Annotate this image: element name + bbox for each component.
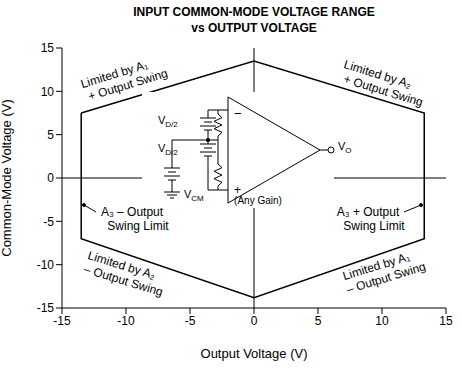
svg-text:0: 0 [251, 314, 258, 328]
svg-text:10: 10 [41, 85, 55, 99]
svg-text:-5: -5 [43, 215, 54, 229]
svg-text:15: 15 [41, 41, 55, 55]
svg-text:Limited by A₂: Limited by A₂ [342, 57, 413, 91]
svg-text:Swing Limit: Swing Limit [343, 219, 405, 233]
svg-text:Limited by A₁: Limited by A₁ [341, 249, 411, 283]
svg-text:10: 10 [375, 314, 389, 328]
svg-text:– Output Swing: – Output Swing [345, 259, 428, 296]
svg-text:Limited by A₂: Limited by A₂ [86, 248, 157, 282]
svg-text:Output Voltage (V): Output Voltage (V) [201, 346, 308, 361]
svg-text:-15: -15 [37, 301, 55, 315]
svg-text:VD/2: VD/2 [158, 114, 178, 129]
svg-text:0: 0 [47, 171, 54, 185]
svg-text:5: 5 [47, 128, 54, 142]
svg-text:Limited by A₁: Limited by A₁ [79, 57, 149, 91]
svg-text:+ Output Swing: + Output Swing [342, 72, 425, 109]
svg-text:VD/2: VD/2 [158, 142, 178, 157]
svg-text:INPUT COMMON-MODE VOLTAGE RANG: INPUT COMMON-MODE VOLTAGE RANGE [133, 5, 375, 19]
svg-text:A₃ + Output: A₃ + Output [337, 205, 400, 219]
svg-text:-10: -10 [117, 314, 135, 328]
svg-text:−: − [234, 106, 242, 121]
svg-text:A₃ – Output: A₃ – Output [101, 205, 164, 219]
svg-text:(Any Gain): (Any Gain) [234, 195, 282, 206]
svg-text:VO: VO [338, 140, 352, 155]
svg-text:-15: -15 [53, 314, 71, 328]
svg-text:+: + [234, 183, 241, 197]
svg-text:vs OUTPUT VOLTAGE: vs OUTPUT VOLTAGE [191, 21, 317, 35]
svg-text:5: 5 [315, 314, 322, 328]
svg-text:+ Output Swing: + Output Swing [86, 66, 169, 103]
svg-text:Swing Limit: Swing Limit [107, 219, 169, 233]
svg-text:Common-Mode Voltage (V): Common-Mode Voltage (V) [8, 99, 14, 257]
svg-text:-10: -10 [37, 258, 55, 272]
svg-text:-5: -5 [185, 314, 196, 328]
svg-text:VCM: VCM [184, 188, 204, 203]
svg-text:– Output Swing: – Output Swing [82, 262, 165, 299]
svg-text:15: 15 [439, 314, 453, 328]
